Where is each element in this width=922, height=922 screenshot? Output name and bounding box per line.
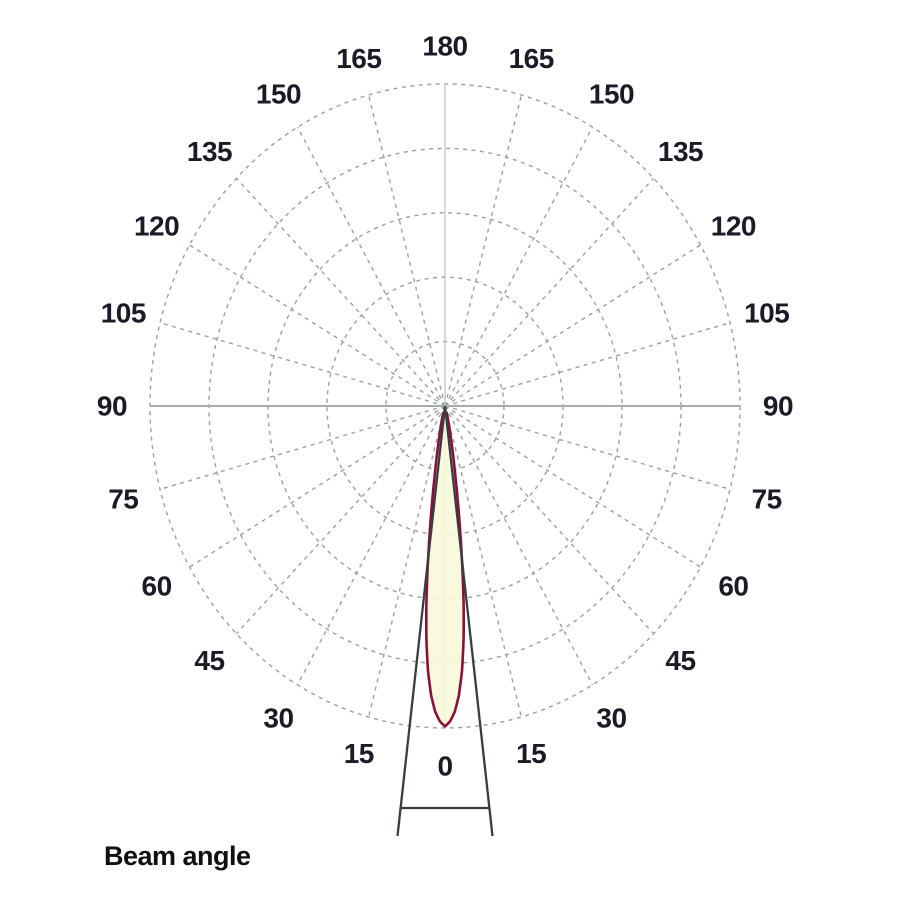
polar-grid-spoke <box>296 126 446 407</box>
angle-label: 165 <box>509 43 554 74</box>
angle-label: 15 <box>344 738 374 769</box>
diagram-caption: Beam angle <box>104 841 251 871</box>
beam-lobe <box>425 411 465 728</box>
polar-grid-spoke <box>189 405 446 568</box>
angle-label: 105 <box>101 297 146 328</box>
angle-label: 45 <box>194 645 224 676</box>
polar-grid-spoke <box>444 94 523 407</box>
polar-grid-spoke <box>367 94 446 407</box>
angle-label: 0 <box>437 751 452 782</box>
angle-label: 75 <box>108 484 138 515</box>
polar-grid-spoke <box>159 322 446 407</box>
angle-label: 150 <box>256 79 301 110</box>
angle-label: 135 <box>658 136 703 167</box>
angle-label: 60 <box>718 571 748 602</box>
angle-label: 120 <box>711 211 756 242</box>
beam-angle-line-left <box>396 405 447 837</box>
polar-grid-spoke <box>159 405 446 490</box>
polar-grid-spoke <box>235 177 446 407</box>
polar-grid-spoke <box>189 244 446 407</box>
polar-grid-spoke <box>367 405 446 718</box>
angle-label: 120 <box>134 211 179 242</box>
polar-grid-spoke <box>444 177 655 407</box>
polar-grid-spoke <box>235 405 446 635</box>
angle-label: 180 <box>422 31 467 62</box>
polar-grid-spoke <box>444 322 731 407</box>
angle-label: 150 <box>589 79 634 110</box>
angle-label: 135 <box>187 136 232 167</box>
angle-label: 15 <box>516 738 546 769</box>
angle-label: 90 <box>97 391 127 422</box>
polar-grid-spoke <box>296 405 446 686</box>
angle-label: 60 <box>142 571 172 602</box>
polar-grid-spoke <box>444 244 701 407</box>
angle-label: 165 <box>336 43 381 74</box>
polar-grid-spoke <box>444 126 594 407</box>
beam-angle-line-right <box>443 405 494 837</box>
angle-label: 105 <box>744 297 789 328</box>
angle-label: 30 <box>596 702 626 733</box>
polar-grid-spoke <box>444 405 731 490</box>
angle-label: 45 <box>665 645 695 676</box>
angle-label: 75 <box>752 484 782 515</box>
angle-label: 30 <box>263 702 293 733</box>
polar-grid-spoke <box>444 405 523 718</box>
angle-label: 90 <box>763 391 793 422</box>
polar-grid-spoke <box>444 405 655 635</box>
polar-grid-spoke <box>444 405 594 686</box>
polar-grid-spoke <box>444 405 701 568</box>
